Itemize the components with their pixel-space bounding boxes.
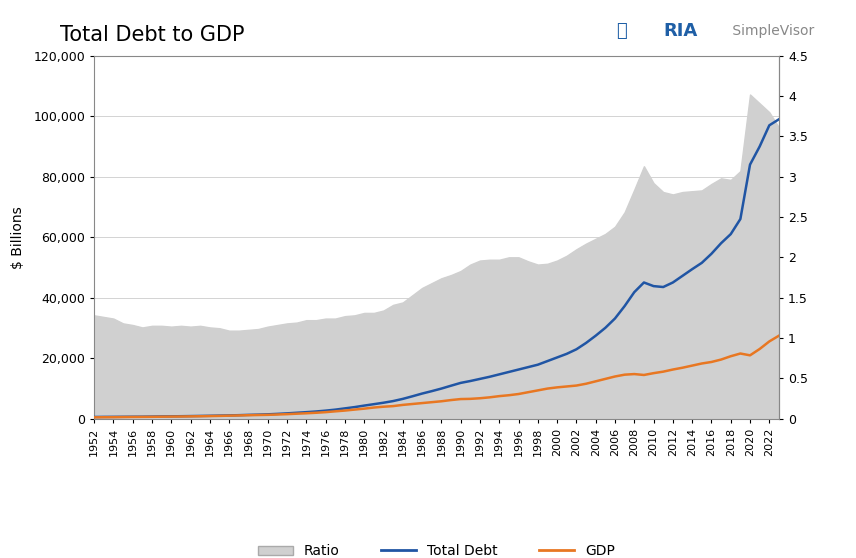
Text: Total Debt to GDP: Total Debt to GDP bbox=[60, 25, 245, 45]
Text: SimpleVisor: SimpleVisor bbox=[728, 23, 814, 38]
Text: 🦁: 🦁 bbox=[616, 22, 627, 40]
Legend: Ratio, Total Debt, GDP: Ratio, Total Debt, GDP bbox=[253, 539, 621, 558]
Text: RIA: RIA bbox=[663, 22, 698, 40]
Y-axis label: $ Billions: $ Billions bbox=[11, 206, 25, 268]
